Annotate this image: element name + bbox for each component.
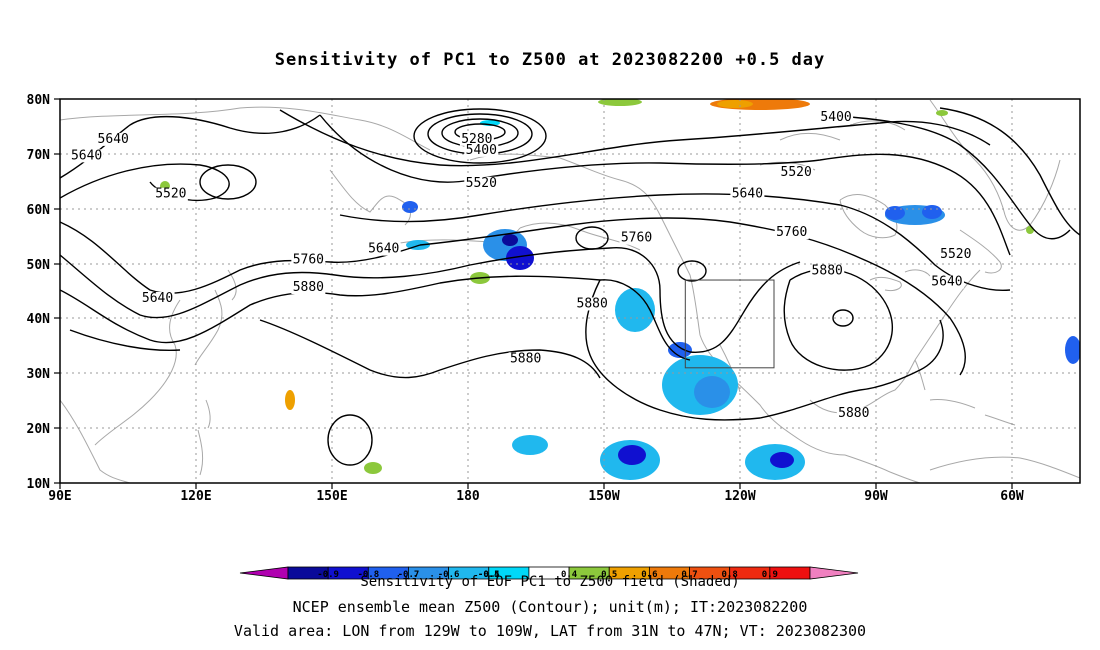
- contour-label: 5520: [940, 247, 971, 262]
- contour-label-bg: [291, 253, 326, 267]
- contour-label-bg: [836, 407, 871, 421]
- axis-ticks: [54, 98, 1013, 489]
- contour-label-bg: [938, 248, 973, 262]
- lat-label: 30N: [27, 367, 51, 382]
- contour-label-bg: [459, 132, 494, 146]
- contour-label-bg: [366, 242, 401, 256]
- z500-contours: [60, 107, 1080, 466]
- contour-label: 5760: [621, 231, 652, 246]
- colorbar-end: [809, 566, 859, 580]
- contour-label: 5640: [368, 242, 399, 257]
- colorbar-label: -0.4: [478, 570, 500, 580]
- plot-frame: [59, 98, 1081, 484]
- lat-label: 70N: [27, 148, 51, 163]
- colorbar: -0.9 -0.8 -0.7 -0.6 -0.5-0.4 0.4 0.5 0.6 0.7 0.8 0…: [239, 566, 859, 580]
- lon-label: 90W: [864, 489, 888, 504]
- colorbar-label: 0.4: [561, 570, 578, 580]
- contour-label-bg: [779, 165, 814, 179]
- contour-label-bg: [464, 143, 499, 157]
- colorbar-label: 0.6: [641, 570, 657, 580]
- contour-label: 5880: [838, 406, 869, 421]
- colorbar-label: 0.5: [601, 570, 617, 580]
- contour-label: 5400: [820, 110, 851, 125]
- contour-label-bg: [140, 291, 175, 305]
- contour-label: 5880: [577, 296, 608, 311]
- colorbar-label: -0.6: [438, 570, 460, 580]
- contour-label: 5520: [155, 187, 186, 202]
- colorbar-label: 0.9: [762, 570, 778, 580]
- contour-label: 5400: [466, 143, 497, 158]
- contour-label: 5640: [732, 187, 763, 202]
- lat-label: 80N: [27, 93, 51, 108]
- sensitivity-map: 5640564055205640576058805280540055205640…: [27, 93, 1081, 580]
- lon-labels: 90E 120E 150E 180 150W 120W 90W 60W: [48, 489, 1024, 504]
- lat-labels: 80N 70N 60N 50N 40N 30N 20N 10N: [27, 93, 51, 492]
- lat-label: 20N: [27, 422, 51, 437]
- contour-label-bg: [810, 264, 845, 278]
- lon-label: 120E: [180, 489, 211, 504]
- colorbar-label: -0.5: [478, 570, 500, 580]
- lat-label: 60N: [27, 203, 51, 218]
- colorbar-label: -0.9: [317, 570, 339, 580]
- caption-valid-area: Valid area: LON from 129W to 109W, LAT f…: [233, 622, 867, 640]
- contour-label-bg: [69, 149, 104, 163]
- lat-label: 40N: [27, 312, 51, 327]
- lat-label: 50N: [27, 258, 51, 273]
- contour-label-bg: [730, 187, 765, 201]
- colorbar-label: -0.8: [357, 570, 379, 580]
- caption-contour: NCEP ensemble mean Z500 (Contour); unit(…: [292, 598, 808, 616]
- lon-label: 180: [456, 489, 480, 504]
- valid-area-box: [684, 279, 775, 369]
- lon-label: 120W: [724, 489, 755, 504]
- sensitivity-shading: [160, 99, 1080, 480]
- contour-label: 5760: [293, 253, 324, 268]
- caption-shading: Sensitivity of EOF PC1 to Z500 field (Sh…: [360, 574, 740, 590]
- contour-label-bg: [508, 352, 543, 366]
- contour-label-bg: [291, 281, 326, 294]
- contour-label-bg: [774, 226, 809, 240]
- colorbar-label: 0.8: [722, 570, 738, 580]
- lon-label: 90E: [48, 489, 71, 504]
- contour-label: 5640: [142, 291, 173, 306]
- colorbar-label: -0.7: [398, 570, 420, 580]
- contour-label-bg: [575, 297, 610, 311]
- map-title: Sensitivity of PC1 to Z500 at 2023082200…: [274, 50, 826, 70]
- colorbar-label: 0.7: [681, 570, 697, 580]
- lat-label: 10N: [27, 477, 51, 492]
- contour-label: 5880: [812, 264, 843, 279]
- contour-label-bg: [96, 132, 131, 146]
- contour-label: 5880: [293, 280, 324, 295]
- lon-label: 60W: [1000, 489, 1024, 504]
- contour-label: 5520: [466, 176, 497, 191]
- contour-labels: 5640564055205640576058805280540055205640…: [69, 110, 973, 421]
- lon-label: 150E: [316, 489, 347, 504]
- contour-label-bg: [929, 275, 964, 289]
- contour-label-bg: [153, 187, 188, 201]
- contour-label: 5640: [71, 148, 102, 163]
- gridlines: [60, 99, 1080, 483]
- contour-label-bg: [464, 176, 499, 190]
- contour-label-bg: [819, 110, 854, 124]
- contour-label: 5280: [461, 132, 492, 147]
- contour-label: 5640: [98, 132, 129, 147]
- contour-label: 5760: [776, 225, 807, 240]
- lon-label: 150W: [588, 489, 619, 504]
- contour-label-bg: [619, 231, 654, 245]
- contour-label: 5520: [781, 165, 812, 180]
- coastlines: [60, 99, 1080, 483]
- contour-label: 5640: [931, 275, 962, 290]
- contour-label: 5880: [510, 351, 541, 366]
